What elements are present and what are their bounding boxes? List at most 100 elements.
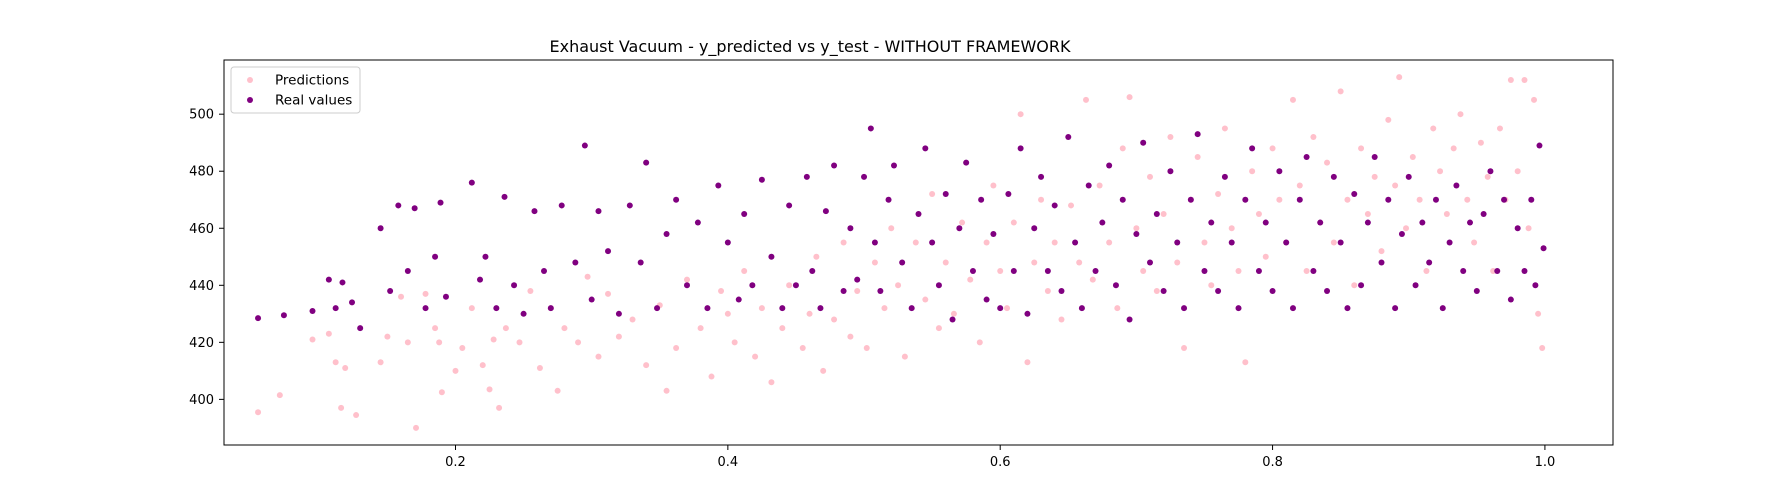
chart-title: Exhaust Vacuum - y_predicted vs y_test -… bbox=[549, 37, 1071, 57]
point-real-values bbox=[595, 208, 602, 215]
point-real-values bbox=[1194, 131, 1201, 138]
point-real-values bbox=[684, 282, 690, 289]
series-predictions bbox=[255, 74, 1546, 431]
point-real-values bbox=[809, 268, 816, 275]
point-predictions bbox=[332, 359, 339, 366]
point-real-values bbox=[715, 182, 722, 189]
point-predictions bbox=[1364, 211, 1371, 217]
point-real-values bbox=[255, 315, 262, 322]
point-real-values bbox=[1480, 211, 1487, 217]
point-real-values bbox=[1398, 230, 1405, 237]
point-predictions bbox=[496, 404, 503, 411]
point-real-values bbox=[1426, 259, 1433, 266]
point-real-values bbox=[1085, 182, 1092, 189]
x-tick-label: 0.6 bbox=[990, 455, 1011, 470]
point-real-values bbox=[861, 173, 868, 180]
point-real-values bbox=[663, 230, 670, 237]
point-real-values bbox=[442, 293, 449, 300]
point-predictions bbox=[1416, 196, 1423, 203]
point-predictions bbox=[1181, 345, 1188, 352]
point-predictions bbox=[1276, 196, 1283, 203]
y-tick-label: 460 bbox=[189, 222, 214, 237]
point-predictions bbox=[673, 345, 680, 352]
point-real-values bbox=[1160, 288, 1167, 294]
point-real-values bbox=[1269, 288, 1276, 294]
point-predictions bbox=[1289, 96, 1296, 103]
point-predictions bbox=[1531, 96, 1538, 103]
point-predictions bbox=[1477, 139, 1484, 146]
point-real-values bbox=[643, 159, 650, 166]
x-tick-label: 0.4 bbox=[718, 455, 739, 470]
point-predictions bbox=[643, 362, 650, 369]
point-predictions bbox=[605, 290, 612, 297]
point-real-values bbox=[749, 282, 756, 289]
point-predictions bbox=[436, 339, 443, 346]
point-predictions bbox=[1525, 225, 1532, 232]
point-real-values bbox=[422, 305, 429, 312]
point-predictions bbox=[338, 404, 345, 411]
point-predictions bbox=[806, 310, 813, 317]
point-real-values bbox=[908, 305, 915, 312]
point-real-values bbox=[1289, 305, 1296, 312]
point-predictions bbox=[1235, 268, 1242, 275]
point-predictions bbox=[1076, 259, 1083, 266]
point-real-values bbox=[1112, 282, 1119, 289]
point-real-values bbox=[1303, 153, 1310, 160]
point-predictions bbox=[881, 305, 888, 312]
point-real-values bbox=[1446, 239, 1453, 246]
point-predictions bbox=[1160, 211, 1167, 217]
point-real-values bbox=[792, 282, 799, 289]
point-real-values bbox=[404, 268, 411, 275]
point-real-values bbox=[615, 310, 622, 317]
point-predictions bbox=[1004, 305, 1011, 312]
point-predictions bbox=[438, 389, 445, 396]
plot-frame bbox=[223, 59, 1614, 446]
point-predictions bbox=[384, 333, 391, 340]
point-predictions bbox=[561, 325, 568, 332]
point-real-values bbox=[1242, 196, 1249, 203]
point-predictions bbox=[983, 239, 990, 246]
point-predictions bbox=[1208, 282, 1215, 289]
point-predictions bbox=[741, 268, 748, 275]
point-real-values bbox=[1140, 139, 1147, 146]
point-real-values bbox=[1092, 268, 1099, 275]
point-real-values bbox=[1065, 134, 1072, 140]
point-real-values bbox=[1044, 268, 1051, 275]
legend-marker-real-values bbox=[247, 97, 253, 103]
y-axis: 400 420 440 460 480 500 bbox=[189, 108, 224, 408]
point-real-values bbox=[1439, 305, 1446, 312]
point-real-values bbox=[1078, 305, 1085, 312]
point-predictions bbox=[1437, 168, 1444, 175]
point-predictions bbox=[663, 387, 670, 394]
point-real-values bbox=[1521, 268, 1528, 275]
point-real-values bbox=[437, 199, 444, 206]
point-real-values bbox=[1540, 245, 1547, 252]
point-real-values bbox=[468, 179, 475, 186]
point-predictions bbox=[1262, 253, 1269, 260]
point-real-values bbox=[1324, 288, 1331, 294]
point-real-values bbox=[1038, 173, 1045, 180]
point-real-values bbox=[847, 225, 854, 232]
point-predictions bbox=[950, 310, 957, 317]
point-predictions bbox=[615, 333, 622, 340]
point-real-values bbox=[1337, 239, 1344, 246]
point-real-values bbox=[817, 305, 824, 312]
point-real-values bbox=[1371, 153, 1378, 160]
point-predictions bbox=[255, 409, 262, 416]
point-real-values bbox=[935, 282, 942, 289]
point-predictions bbox=[1303, 268, 1310, 275]
point-real-values bbox=[581, 142, 588, 149]
point-real-values bbox=[1358, 282, 1365, 289]
point-real-values bbox=[840, 288, 847, 294]
point-predictions bbox=[413, 424, 420, 431]
point-predictions bbox=[799, 345, 806, 352]
point-real-values bbox=[1255, 268, 1262, 275]
point-real-values bbox=[1364, 219, 1371, 226]
point-predictions bbox=[276, 392, 283, 399]
y-tick-label: 400 bbox=[189, 393, 214, 408]
point-real-values bbox=[280, 312, 287, 319]
point-predictions bbox=[1228, 225, 1235, 232]
point-predictions bbox=[1484, 173, 1491, 180]
point-real-values bbox=[572, 259, 579, 266]
